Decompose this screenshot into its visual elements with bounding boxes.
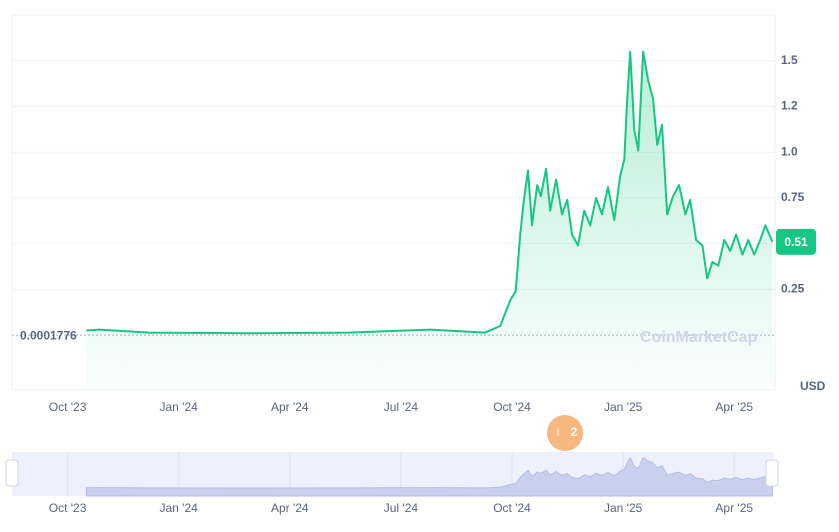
x-tick-label: Oct '24 — [493, 400, 531, 414]
start-price-label: 0.0001776 — [20, 328, 77, 342]
current-price-label: 0.51 — [784, 235, 808, 249]
navigator-tick-label: Oct '24 — [493, 501, 531, 515]
navigator-area — [85, 456, 773, 497]
x-tick-label: Jul '24 — [384, 400, 419, 414]
x-tick-label: Jan '24 — [160, 400, 199, 414]
event-marker-bg — [547, 415, 583, 451]
watermark: CoinMarketCap — [640, 329, 758, 346]
current-price-badge — [776, 228, 816, 255]
navigator-tick-label: Apr '24 — [271, 501, 309, 515]
y-tick-label: 1.0 — [781, 144, 798, 158]
navigator-tick-label: Jan '25 — [604, 501, 643, 515]
navigator-tick-label: Oct '23 — [49, 501, 87, 515]
event-count: 2 — [571, 425, 578, 439]
x-tick-label: Jan '25 — [604, 400, 643, 414]
y-tick-label: 0.75 — [781, 190, 805, 204]
y-tick-label: 1.5 — [781, 53, 798, 67]
event-icon: i — [557, 425, 560, 439]
x-tick-label: Apr '24 — [271, 400, 309, 414]
x-tick-label: Apr '25 — [715, 400, 753, 414]
y-tick-label: 1.2 — [781, 99, 798, 113]
navigator-tick-label: Jul '24 — [384, 501, 419, 515]
x-tick-label: Oct '23 — [49, 400, 87, 414]
price-line — [86, 50, 774, 335]
price-area — [86, 51, 773, 390]
y-tick-label: 0.25 — [781, 282, 805, 296]
currency-label: USD — [800, 379, 826, 393]
navigator-handle[interactable] — [765, 459, 779, 487]
navigator-tick-label: Apr '25 — [715, 501, 753, 515]
navigator-handle[interactable] — [5, 459, 19, 487]
navigator-tick-label: Jan '24 — [160, 501, 199, 515]
event-marker[interactable]: i 2 — [547, 415, 583, 451]
